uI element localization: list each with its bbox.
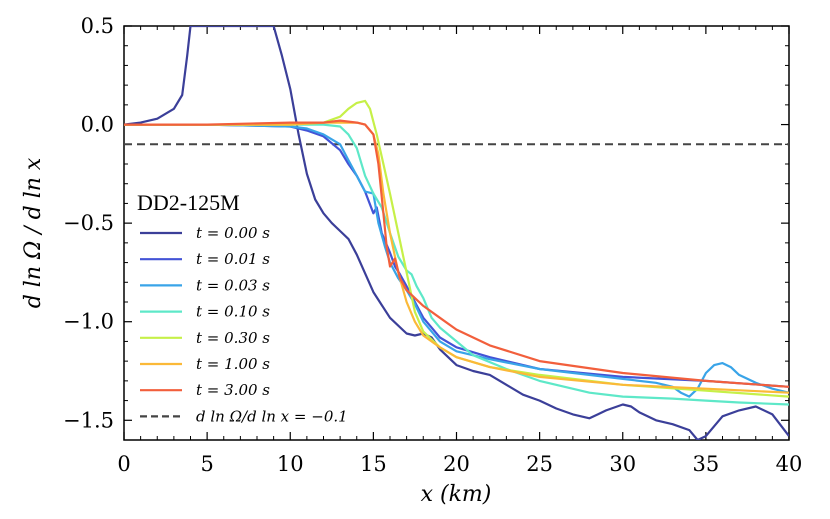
legend-label: t = 0.00 s: [196, 224, 270, 242]
series-line-1: [124, 123, 789, 388]
axis-ticks: 0 5 10 15 20 25 30 35 40 −1.5 −1.0 −0.5 0.0 0.5: [63, 14, 802, 476]
x-tick-label: 30: [609, 452, 636, 476]
y-tick-label: 0.0: [81, 113, 114, 137]
series-line-2: [124, 123, 789, 398]
x-tick-label: 5: [200, 452, 213, 476]
x-tick-label: 0: [117, 452, 130, 476]
y-axis-label: d ln Ω / d ln x: [21, 157, 46, 308]
legend-label: t = 1.00 s: [196, 355, 270, 373]
legend-label: d ln Ω/d ln x = −0.1: [196, 407, 348, 425]
series-line-3: [124, 123, 789, 406]
x-tick-label: 40: [776, 452, 803, 476]
y-tick-label: −0.5: [63, 211, 114, 235]
series-line-6: [124, 119, 789, 388]
x-tick-label: 20: [443, 452, 470, 476]
legend-label: t = 3.00 s: [196, 381, 270, 399]
legend-label: t = 0.10 s: [196, 303, 270, 321]
x-tick-label: 25: [526, 452, 553, 476]
series-group: [124, 26, 789, 440]
legend-title: DD2-125M: [137, 190, 240, 215]
x-tick-label: 10: [277, 452, 304, 476]
legend: DD2-125M t = 0.00 s t = 0.01 s t = 0.03 s t…: [137, 190, 348, 425]
y-tick-label: −1.5: [63, 408, 114, 432]
legend-label: t = 0.30 s: [196, 329, 270, 347]
legend-label: t = 0.03 s: [196, 276, 270, 294]
x-tick-label: 15: [360, 452, 387, 476]
x-tick-label: 35: [693, 452, 720, 476]
series-line-0: [124, 26, 789, 440]
y-tick-label: −1.0: [63, 310, 114, 334]
legend-label: t = 0.01 s: [196, 250, 270, 268]
y-tick-label: 0.5: [81, 14, 114, 38]
x-axis-label: x (km): [421, 482, 492, 507]
